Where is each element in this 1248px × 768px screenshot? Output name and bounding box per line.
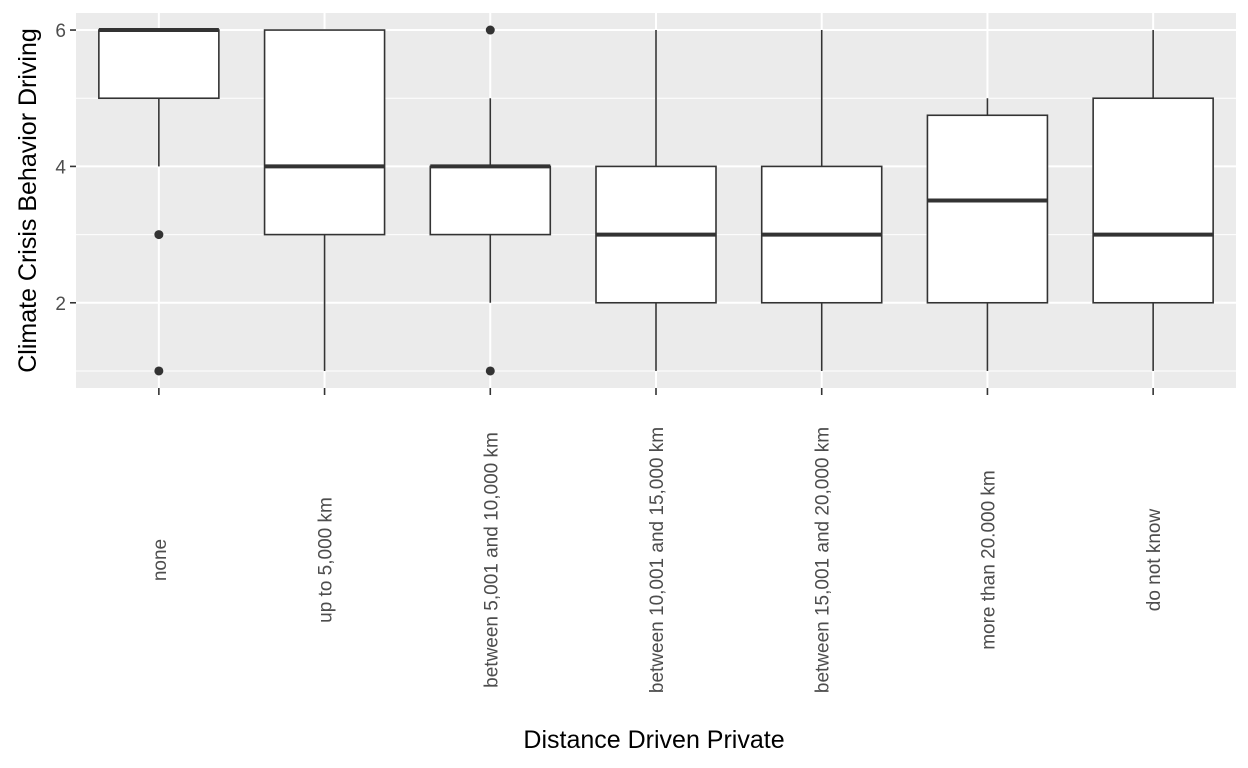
y-tick-label: 6 [55,21,66,42]
x-tick-label: between 10,001 and 15,000 km [647,427,668,693]
y-tick-label: 2 [55,294,66,315]
box-iqr [98,29,220,100]
box-iqr [429,165,552,236]
outlier-point [154,366,164,376]
boxes-layer [98,25,1214,376]
x-tick-label: between 5,001 and 10,000 km [481,432,502,688]
x-tick-label: up to 5,000 km [316,497,337,623]
box-6 [926,98,1049,371]
y-tick-label: 4 [55,157,66,178]
box-5 [760,30,883,371]
box-2 [263,29,386,371]
box-3 [429,25,552,376]
y-axis: 2 4 6 [55,21,76,315]
box-iqr [1092,97,1214,304]
outlier-point [485,366,495,376]
box-7 [1092,30,1214,371]
x-tick-label: do not know [1144,508,1165,611]
x-axis: none up to 5,000 km between 5,001 and 10,0… [150,388,1165,693]
box-1 [98,28,220,376]
y-axis-title: Climate Crisis Behavior Driving [14,28,42,373]
box-iqr [263,29,386,236]
x-tick-label: between 15,001 and 20,000 km [813,427,834,693]
box-iqr [926,114,1049,304]
x-tick-label: none [150,539,171,581]
box-4 [595,30,717,371]
x-axis-title: Distance Driven Private [523,726,784,754]
outlier-point [154,230,164,240]
x-tick-label: more than 20.000 km [978,470,999,650]
outlier-point [485,25,495,35]
